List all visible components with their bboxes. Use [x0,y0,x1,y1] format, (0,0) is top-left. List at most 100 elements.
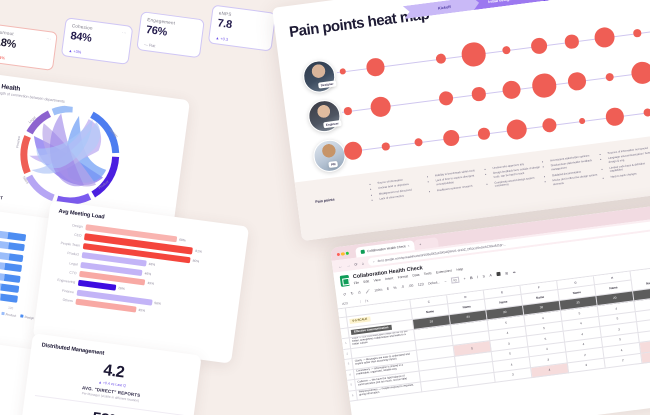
heatmap-bubble[interactable] [604,72,615,82]
bar-label: Finance [61,288,75,294]
heatmap-bubble[interactable] [339,68,346,75]
heatmap-bubble[interactable] [442,129,461,147]
heatmap-bubble[interactable] [530,36,549,55]
heatmap-bubble[interactable] [342,140,364,162]
decimal-increase-icon[interactable]: .00 [408,283,414,289]
insert-function-icon[interactable]: ƒx [364,298,369,303]
reload-icon[interactable]: ⟳ [353,261,358,267]
stage-chip-initial-design[interactable]: Initial design & development [472,0,558,10]
kpi-card-cohesion[interactable]: Cohesion ··· 84% ▲ +3% [60,17,134,65]
redo-icon[interactable]: ↻ [350,291,354,296]
avatar[interactable] [301,58,338,95]
heatmap-bubble[interactable] [567,71,587,92]
kpi-menu-icon[interactable]: ··· [121,29,127,36]
heatmap-bubble[interactable] [477,127,491,141]
home-icon[interactable]: ⌂ [361,260,365,266]
merge-cells-icon[interactable]: ⇹ [512,270,516,275]
menu-view[interactable]: View [373,277,381,283]
text-color-icon[interactable]: A [489,273,493,278]
number-format-icon[interactable]: 123 [417,282,425,287]
avatar[interactable] [306,98,343,135]
pain-points-heatmap-panel: Pain points heat map Kickoff Initial des… [272,0,650,242]
currency-icon[interactable]: $ [386,286,390,291]
font-size-field[interactable]: IQ [450,276,460,284]
bold-icon[interactable]: B [469,275,473,281]
bar-value: 48% [148,262,156,267]
menu-edit[interactable]: Edit [363,278,370,284]
heatmap-bubble[interactable] [633,29,642,38]
avatar-role-label: Engineer [323,120,342,128]
bar-label: People Team [60,240,81,248]
maximize-window-icon[interactable] [345,251,350,255]
heatmap-bubble[interactable] [630,60,650,86]
heatmap-bubble[interactable] [435,52,447,65]
browser-tab-title: Collaboration Health Check [366,244,406,254]
bar-label: Others [62,297,74,304]
menu-extensions[interactable]: Extensions [435,267,453,275]
kpi-card-enps[interactable]: eNPS 7.8 ▲ +0.3 [207,4,277,52]
heatmap-bubble[interactable] [531,72,558,99]
bar-value: 68% [178,237,186,243]
bar-label: Engineering [57,278,76,285]
name-box[interactable]: A23 [342,301,348,306]
percent-icon[interactable]: % [393,285,397,291]
fill-color-icon[interactable]: ⬛ [496,272,502,277]
print-icon[interactable]: ⎙ [357,290,362,295]
heatmap-bubble[interactable] [564,34,580,49]
svg-text:Finance: Finance [15,135,21,148]
strikethrough-icon[interactable]: S [482,274,486,279]
menu-tools[interactable]: Tools [423,270,432,276]
stage-chip-share-feedback[interactable]: Share & feedback [542,0,622,1]
heatmap-bubble[interactable] [505,118,529,141]
font-size-increase-icon[interactable]: + [463,276,466,282]
heatmap-bubble[interactable] [605,106,625,127]
menu-data[interactable]: Data [412,272,420,278]
heatmap-bubble[interactable] [471,86,487,102]
back-icon[interactable]: ← [338,263,343,269]
italic-icon[interactable]: I [476,275,479,280]
heatmap-bubble[interactable] [343,107,352,116]
heatmap-bubble[interactable] [437,90,455,107]
bar-segment [0,293,18,304]
heatmap-bubble[interactable] [365,57,386,77]
heatmap-bubble[interactable] [541,117,558,134]
menu-help[interactable]: Help [456,266,464,272]
zoom-select[interactable]: 100% [374,287,383,293]
borders-icon[interactable]: ⊞ [505,271,509,276]
undo-icon[interactable]: ↺ [342,292,347,297]
menu-insert[interactable]: Insert [384,275,394,281]
kpi-card-engagement[interactable]: Engagement 76% — Flat [136,11,205,59]
font-select[interactable]: Defaul... [427,280,441,286]
font-size-decrease-icon[interactable]: − [444,279,447,284]
menu-file[interactable]: File [353,280,360,285]
close-tab-icon[interactable]: × [407,243,410,248]
svg-text:Product: Product [97,180,109,190]
heatmap-bubble[interactable] [593,26,616,49]
heatmap-bubble[interactable] [578,117,586,125]
paint-format-icon[interactable]: 🖌 [365,289,371,294]
page-title: Pain points heat map [288,5,431,41]
avatar[interactable] [311,137,348,174]
pain-point-column: Sources of information not syncedLanguag… [603,146,650,181]
kpi-menu-icon[interactable]: ··· [46,35,52,42]
heatmap-bubble[interactable] [381,142,390,151]
heatmap-bubble[interactable] [413,137,424,148]
minimize-window-icon[interactable] [341,251,345,256]
forward-icon[interactable]: → [346,262,351,268]
kpi-value: 7.8 [216,17,233,32]
heatmap-bubble[interactable] [369,95,392,119]
bar-segment [4,273,21,283]
heatmap-bubble[interactable] [642,107,650,118]
kpi-value: 18% [0,36,17,51]
bar-segment [0,283,20,293]
heatmap-bubble[interactable] [501,45,512,56]
bar-value: 45% [138,308,146,313]
menu-format[interactable]: Format [397,273,409,280]
close-window-icon[interactable] [336,252,341,257]
sheets-favicon [360,249,366,254]
heatmap-bubble[interactable] [500,79,523,101]
legend-swatch [19,314,24,318]
kpi-card-burnout[interactable]: Burnout ··· 18% ▼ -4% [0,23,58,71]
decimal-decrease-icon[interactable]: .0 [400,284,405,290]
heatmap-bubble[interactable] [460,41,487,68]
